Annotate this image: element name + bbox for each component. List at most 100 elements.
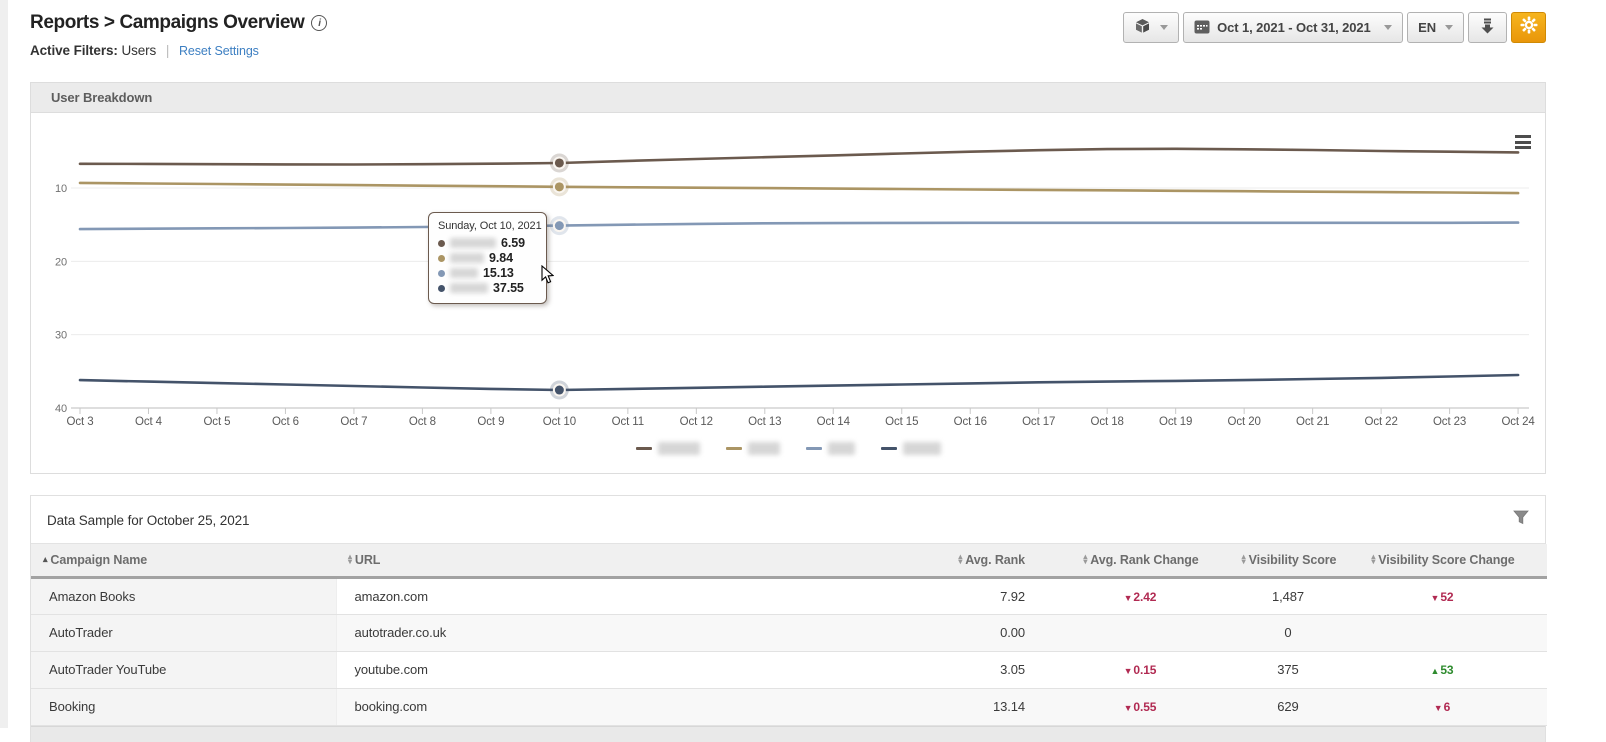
change-down-value: ▼52 — [1430, 589, 1454, 604]
chart-context-menu-button[interactable] — [1515, 135, 1531, 152]
language-dropdown-button[interactable]: EN — [1407, 12, 1464, 43]
cell-visibility_score_change: ▲53 — [1337, 651, 1547, 689]
cell-avg_rank_change: ▼0.55 — [1041, 688, 1239, 726]
series-line-3[interactable] — [78, 221, 1520, 231]
legend-item-2[interactable] — [725, 441, 780, 455]
y-axis-tick-label: 30 — [55, 330, 67, 342]
column-header-label: Avg. Rank Change — [1090, 552, 1199, 567]
info-icon[interactable]: i — [311, 15, 328, 31]
column-header-avg_rank_change[interactable]: ▴ ▾ Avg. Rank Change — [1041, 544, 1239, 579]
cell-visibility_score: 375 — [1239, 651, 1337, 689]
x-axis-label: Oct 13 — [748, 416, 782, 428]
legend-label-redacted — [827, 441, 855, 455]
legend-item-4[interactable] — [880, 441, 941, 455]
chart-legend — [31, 435, 1545, 461]
x-axis-label: Oct 19 — [1159, 416, 1193, 428]
gear-icon — [1520, 16, 1538, 39]
active-filters-value: Users — [121, 43, 157, 58]
header-block: Reports > Campaigns Overview i Active Fi… — [30, 12, 328, 58]
change-down-value: ▼6 — [1433, 700, 1451, 714]
x-axis-label: Oct 8 — [408, 416, 436, 428]
change-down-value: ▼2.42 — [1123, 589, 1157, 604]
chart-canvas: 10 20 30 40 — [55, 147, 1529, 415]
cell-visibility_score_change: ▼52 — [1337, 577, 1547, 615]
x-axis-label: Oct 7 — [340, 416, 368, 428]
download-button[interactable] — [1468, 12, 1507, 43]
sort-both-icon: ▴ ▾ — [1371, 552, 1376, 566]
legend-marker — [880, 446, 897, 450]
tooltip-series-dot — [438, 284, 445, 292]
legend-item-1[interactable] — [635, 441, 700, 455]
tooltip-row: 6.59 — [438, 236, 537, 250]
table-caption: Data Sample for October 25, 2021 — [47, 512, 250, 528]
x-axis-label: Oct 5 — [203, 416, 231, 428]
mouse-cursor — [541, 264, 555, 289]
data-point-marker[interactable] — [554, 385, 564, 395]
download-icon — [1480, 18, 1495, 37]
breadcrumb: Reports > Campaigns Overview — [30, 12, 305, 33]
window-edge-strip — [0, 0, 8, 728]
tooltip-series-dot — [438, 254, 445, 262]
table-row[interactable]: AutoTrader autotrader.co.uk 0.00 0 — [31, 614, 1547, 652]
column-header-visibility_score[interactable]: ▴ ▾ Visibility Score — [1239, 544, 1337, 579]
triangle-up-icon: ▲ — [1430, 666, 1440, 676]
data-point-marker[interactable] — [554, 158, 564, 168]
series-line-4[interactable] — [78, 373, 1520, 392]
y-axis-tick-label: 10 — [55, 183, 67, 195]
cell-url: autotrader.co.uk — [336, 614, 941, 652]
column-header-label: Visibility Score — [1248, 552, 1337, 567]
cell-visibility_score: 0 — [1239, 614, 1337, 652]
tooltip-series-dot — [438, 269, 445, 277]
cell-visibility_score: 1,487 — [1239, 577, 1337, 615]
cell-visibility_score_change: ▼6 — [1337, 688, 1547, 726]
cell-avg_rank: 13.14 — [941, 688, 1041, 726]
cell-visibility_score_change — [1337, 614, 1547, 652]
cell-avg_rank_change: ▼2.42 — [1041, 577, 1239, 615]
data-sample-section: Data Sample for October 25, 2021 ▴ Campai… — [30, 495, 1547, 742]
tooltip-row: 15.13 — [438, 266, 537, 280]
cell-visibility_score: 629 — [1239, 688, 1337, 726]
cube-icon — [1134, 18, 1151, 37]
column-header-campaign[interactable]: ▴ Campaign Name — [31, 544, 336, 579]
legend-item-3[interactable] — [805, 441, 855, 455]
triangle-down-icon: ▼ — [1123, 703, 1133, 713]
change-down-value: ▼0.55 — [1123, 700, 1157, 714]
x-axis-label: Oct 10 — [542, 416, 576, 428]
date-range-label: Oct 1, 2021 - Oct 31, 2021 — [1217, 20, 1371, 35]
tooltip-series-dot — [438, 239, 445, 247]
column-header-url[interactable]: ▴ ▾ URL — [336, 544, 941, 579]
active-filters-label: Active Filters: — [30, 43, 118, 58]
panel-title: User Breakdown — [31, 83, 1545, 113]
y-axis-tick-label: 20 — [55, 256, 67, 268]
data-point-marker[interactable] — [554, 221, 564, 231]
package-dropdown-button[interactable] — [1123, 12, 1180, 43]
data-point-marker[interactable] — [554, 182, 564, 192]
settings-button[interactable] — [1511, 12, 1546, 43]
date-range-button[interactable]: Oct 1, 2021 - Oct 31, 2021 — [1183, 12, 1404, 43]
x-axis-label: Oct 17 — [1022, 416, 1056, 428]
sort-both-icon: ▴ ▾ — [348, 552, 352, 566]
table-row[interactable]: Booking booking.com 13.14 ▼0.55 629 ▼6 — [31, 688, 1547, 726]
table-row[interactable]: AutoTrader YouTube youtube.com 3.05 ▼0.15 37… — [31, 651, 1547, 689]
tooltip-date: Sunday, Oct 10, 2021 — [438, 220, 542, 232]
series-line-1[interactable] — [78, 147, 1520, 166]
column-header-visibility_score_change[interactable]: ▴ ▾ Visibility Score Change — [1337, 544, 1547, 579]
tooltip-series-label-redacted — [450, 238, 496, 248]
separator: | — [165, 43, 170, 58]
funnel-icon[interactable] — [1513, 510, 1529, 530]
legend-marker — [635, 446, 652, 450]
change-down-value: ▼0.15 — [1123, 663, 1157, 677]
x-axis-label: Oct 6 — [271, 416, 299, 428]
sort-both-icon: ▴ ▾ — [958, 552, 963, 566]
cell-avg_rank: 7.92 — [941, 577, 1041, 615]
cell-url: booking.com — [336, 688, 941, 726]
table-row[interactable]: Amazon Books amazon.com 7.92 ▼2.42 1,487 ▼52 — [31, 577, 1547, 615]
series-line-2[interactable] — [78, 181, 1520, 195]
tooltip-value: 9.84 — [489, 251, 513, 265]
cell-avg_rank_change: ▼0.15 — [1041, 651, 1239, 689]
triangle-down-icon: ▼ — [1430, 592, 1440, 603]
x-axis-label: Oct 23 — [1432, 416, 1467, 428]
column-header-avg_rank[interactable]: ▴ ▾ Avg. Rank — [941, 544, 1041, 579]
x-axis-label: Oct 14 — [816, 416, 850, 428]
reset-settings-link[interactable]: Reset Settings — [178, 44, 259, 58]
